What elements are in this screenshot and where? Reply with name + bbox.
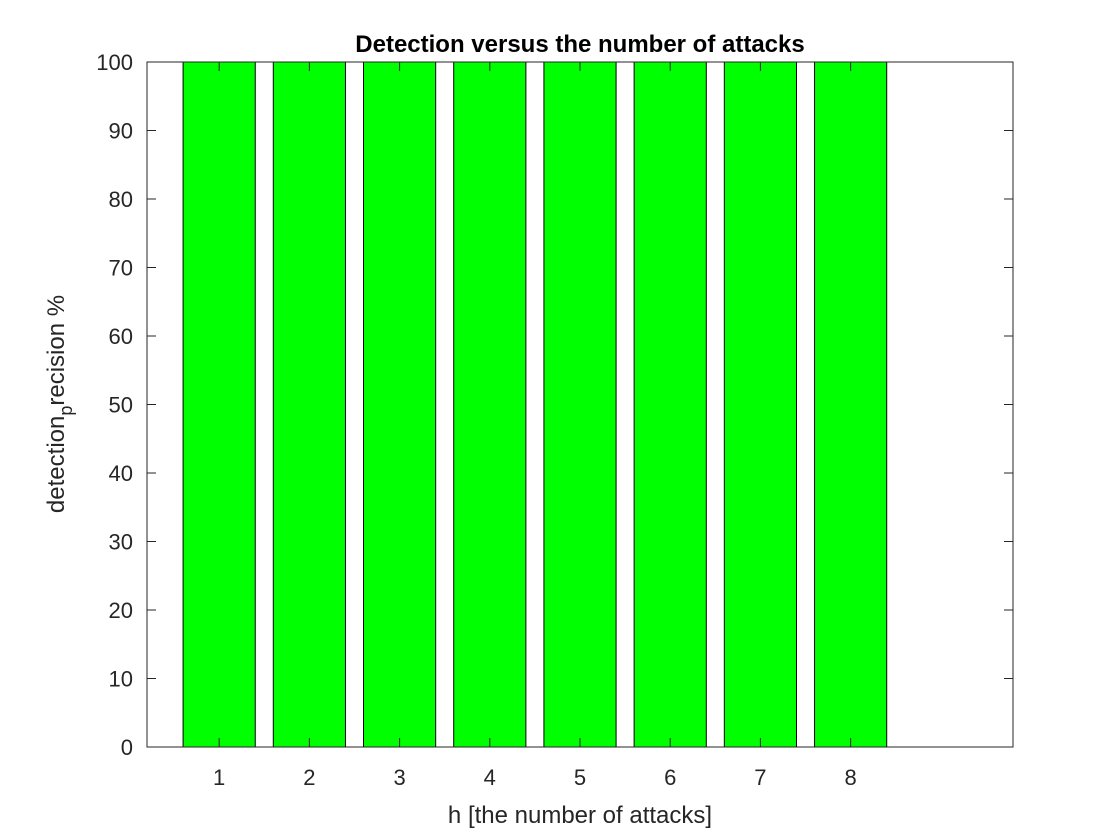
x-tick-label-4: 4 <box>484 765 496 790</box>
y-tick-label-10: 10 <box>109 667 133 692</box>
y-tick-label-40: 40 <box>109 461 133 486</box>
bar-3 <box>363 61 437 748</box>
bar-6 <box>633 61 707 748</box>
x-tick-label-6: 6 <box>664 765 676 790</box>
y-tick-label-50: 50 <box>109 393 133 418</box>
bar-5 <box>543 61 617 748</box>
bar-7 <box>723 61 798 748</box>
bar-8 <box>814 61 888 748</box>
y-tick-label-80: 80 <box>109 187 133 212</box>
y-axis-label-subscript: p <box>56 406 76 416</box>
x-tick-label-5: 5 <box>574 765 586 790</box>
y-tick-label-30: 30 <box>109 530 133 555</box>
x-tick-label-1: 1 <box>213 765 225 790</box>
x-tick-label-2: 2 <box>303 765 315 790</box>
y-tick-label-20: 20 <box>109 598 133 623</box>
y-axis-label-main: detection <box>43 416 70 513</box>
chart-title: Detection versus the number of attacks <box>355 31 804 58</box>
y-tick-label-0: 0 <box>121 735 133 760</box>
y-tick-label-100: 100 <box>96 50 133 75</box>
y-tick-label-60: 60 <box>109 324 133 349</box>
x-tick-label-3: 3 <box>393 765 405 790</box>
bar-2 <box>272 61 346 748</box>
y-tick-label-70: 70 <box>109 256 133 281</box>
plot-frame <box>146 61 1014 748</box>
bar-1 <box>182 61 256 748</box>
x-axis-label: h [the number of attacks] <box>448 802 712 829</box>
x-tick-label-8: 8 <box>845 765 857 790</box>
x-axis: 1 2 3 4 5 6 7 8 <box>213 62 857 790</box>
y-axis-label-rest: recision % <box>43 295 70 406</box>
y-axis-label: detectionprecision % <box>43 295 76 513</box>
y-tick-label-90: 90 <box>109 119 133 144</box>
y-axis: 0 10 20 30 40 50 60 70 80 90 100 <box>96 50 1013 760</box>
bar-4 <box>453 61 527 748</box>
bars-group <box>182 61 888 748</box>
x-tick-label-7: 7 <box>754 765 766 790</box>
